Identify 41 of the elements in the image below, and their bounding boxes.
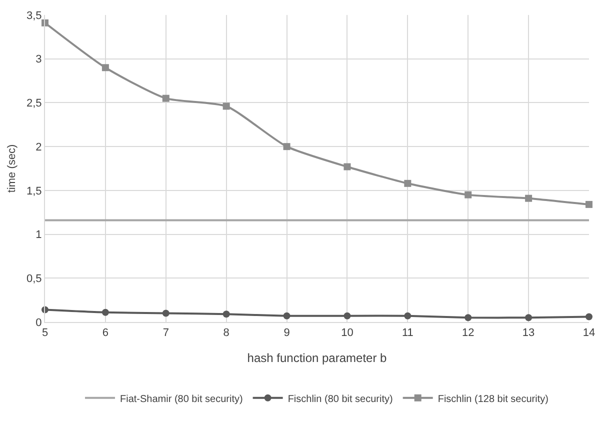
legend-label: Fischlin (80 bit security) [288,394,393,405]
x-tick-label: 11 [402,327,414,340]
point [525,194,532,202]
x-tick-label: 12 [462,327,474,340]
point [586,200,592,208]
point [464,314,472,322]
y-tick-label: 0 [36,316,42,329]
point [102,64,109,72]
point [222,310,230,318]
point [525,314,532,322]
point [222,102,230,110]
x-tick-label: 5 [42,327,48,340]
point [404,180,412,187]
x-axis-title: hash function parameter b [247,351,388,366]
y-axis-title: time (sec) [6,144,18,193]
point [344,163,351,170]
y-tick-label: 1 [36,229,42,242]
y-tick-label: 2 [36,141,42,154]
x-tick-label: 7 [162,327,169,340]
point [404,312,412,320]
point [102,308,109,316]
y-tick-label: 0,5 [26,272,42,285]
y-tick-label: 2,5 [26,98,42,110]
point [344,312,351,320]
x-tick-label: 10 [341,327,354,340]
x-tick-label: 6 [102,327,109,340]
x-tick-label: 9 [284,327,290,340]
y-tick-label: 1,5 [26,185,42,198]
point [464,191,472,198]
point [162,94,170,102]
point [283,143,290,150]
x-tick-label: 8 [223,327,230,340]
legend-label: Fischlin (128 bit security) [438,394,548,405]
x-tick-label: 14 [582,327,596,340]
y-tick-label: 3,5 [26,10,42,22]
y-tick-label: 3 [36,54,42,66]
point [283,312,290,320]
x-tick-label: 13 [522,327,535,340]
point [586,313,592,320]
point [162,310,170,317]
legend-label: Fiat-Shamir (80 bit security) [120,394,243,405]
